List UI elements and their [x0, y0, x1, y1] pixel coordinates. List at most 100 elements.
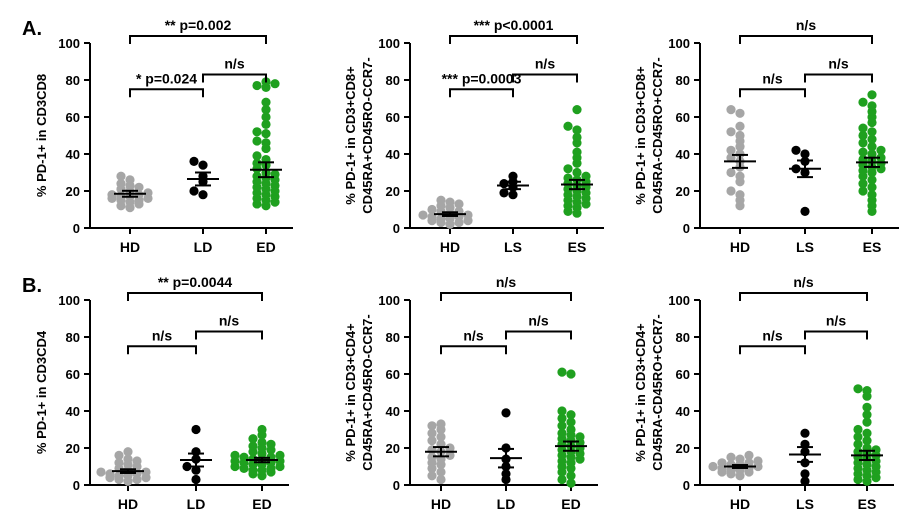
- y-tick-label: 80: [676, 330, 690, 345]
- y-tick-label: 20: [676, 441, 690, 456]
- data-point-hd: [114, 450, 124, 460]
- data-point-ed: [557, 406, 567, 416]
- data-point-hd: [744, 450, 754, 460]
- y-tick-label: 0: [683, 478, 690, 493]
- data-point-es: [563, 164, 573, 174]
- data-point-hd: [427, 452, 437, 462]
- data-point-es: [572, 125, 582, 135]
- x-tick-label: ES: [858, 496, 877, 512]
- x-tick-label: HD: [120, 239, 140, 255]
- data-point-ls: [800, 149, 810, 159]
- data-point-es: [876, 153, 886, 163]
- significance-label: n/s: [463, 327, 483, 343]
- y-tick-label: 80: [66, 73, 80, 88]
- panel-2: 0 20 40 60 80 100 HD LS ES % PD-1+ in CD3+CD8+ CD4…: [343, 17, 604, 255]
- y-axis-label: % PD-1+ in CD3+CD4+: [343, 323, 358, 462]
- data-point-hd: [141, 467, 151, 477]
- data-point-es: [853, 432, 863, 442]
- y-tick-label: 40: [386, 404, 400, 419]
- data-point-hd: [726, 167, 736, 178]
- significance-bracket: [505, 330, 572, 340]
- y-tick-label: 40: [676, 404, 690, 419]
- significance-label: n/s: [219, 312, 239, 328]
- data-point-hd: [753, 456, 763, 466]
- data-point-ed: [566, 369, 576, 379]
- data-point-ed: [557, 421, 567, 431]
- y-axis-label: % PD-1+ in CD3+CD8+: [633, 66, 648, 205]
- significance-bracket: [804, 330, 868, 340]
- data-point-hd: [116, 179, 126, 189]
- data-point-ld: [189, 156, 199, 166]
- x-tick-label: HD: [730, 496, 750, 512]
- data-point-ed: [566, 417, 576, 427]
- data-point-ed: [261, 129, 271, 139]
- data-point-es: [862, 417, 872, 427]
- x-tick-label: ED: [252, 496, 271, 512]
- y-tick-label: 20: [66, 441, 80, 456]
- data-point-hd: [735, 121, 745, 131]
- y-axis-label: % PD-1+ in CD3+CD8+: [343, 66, 358, 205]
- data-point-es: [867, 190, 877, 200]
- significance-label: n/s: [224, 55, 244, 71]
- data-point-hd: [454, 199, 464, 209]
- significance-label: n/s: [762, 327, 782, 343]
- data-point-ed: [252, 136, 262, 146]
- data-point-ls: [499, 188, 509, 198]
- significance-bracket: [739, 345, 806, 355]
- y-tick-label: 100: [378, 36, 400, 51]
- significance-label: n/s: [826, 312, 846, 328]
- data-point-hd: [726, 105, 736, 115]
- data-point-ed: [257, 424, 267, 435]
- data-point-es: [867, 127, 877, 137]
- data-point-hd: [436, 419, 446, 429]
- data-point-ed: [557, 474, 567, 485]
- x-tick-label: ES: [568, 239, 587, 255]
- data-point-es: [858, 179, 868, 189]
- data-point-ld: [182, 461, 192, 472]
- data-point-hd: [125, 175, 135, 185]
- y-tick-label: 20: [386, 441, 400, 456]
- data-point-es: [572, 167, 582, 178]
- data-point-es: [572, 147, 582, 157]
- data-point-ls: [508, 171, 518, 181]
- data-point-es: [867, 182, 877, 192]
- significance-bracket: [512, 73, 578, 83]
- data-point-ed: [248, 434, 258, 444]
- y-tick-label: 60: [66, 110, 80, 125]
- significance-bracket: [127, 292, 263, 301]
- data-point-hd: [726, 145, 736, 155]
- significance-label: n/s: [796, 17, 816, 33]
- data-point-hd: [463, 210, 473, 220]
- significance-label: n/s: [762, 70, 782, 86]
- y-tick-label: 100: [58, 36, 80, 51]
- y-tick-label: 20: [66, 184, 80, 199]
- data-point-es: [862, 436, 872, 446]
- data-point-ls: [499, 179, 509, 189]
- data-point-ls: [791, 145, 801, 155]
- y-axis-label: % PD-1+ in CD3CD8: [34, 74, 49, 197]
- data-point-hd: [114, 458, 124, 468]
- data-point-hd: [436, 467, 446, 477]
- y-axis-label: CD45RA-CD45RO+CCR7-: [650, 57, 665, 213]
- data-point-ed: [261, 105, 271, 115]
- data-point-hd: [708, 461, 718, 472]
- data-point-ed: [252, 158, 262, 168]
- x-tick-label: ED: [256, 239, 275, 255]
- data-point-es: [876, 145, 886, 155]
- data-point-es: [867, 149, 877, 159]
- y-tick-label: 80: [66, 330, 80, 345]
- data-point-ed: [566, 410, 576, 420]
- data-point-es: [858, 186, 868, 196]
- data-point-ed: [557, 367, 567, 377]
- y-tick-label: 60: [676, 367, 690, 382]
- significance-label: *** p=0.0003: [442, 70, 522, 86]
- significance-label: *** p<0.0001: [474, 17, 554, 33]
- x-tick-label: LD: [497, 496, 516, 512]
- data-point-hd: [735, 190, 745, 200]
- significance-label: * p=0.024: [136, 70, 197, 86]
- data-point-ed: [557, 428, 567, 438]
- y-tick-label: 60: [386, 110, 400, 125]
- data-point-ed: [261, 97, 271, 107]
- data-point-es: [581, 171, 591, 181]
- y-tick-label: 80: [386, 73, 400, 88]
